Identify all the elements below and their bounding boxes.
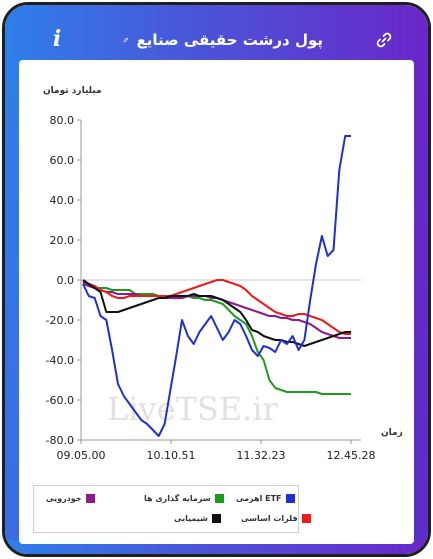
legend-item-chemical[interactable]: شیمیایی <box>174 514 221 523</box>
pencil-icon[interactable] <box>123 32 129 48</box>
y-tick-label: -60.0 <box>46 394 74 407</box>
frame-side-left <box>5 55 19 554</box>
x-tick-label: 10.10.51 <box>147 449 196 462</box>
legend-label-auto: خودرویی <box>46 494 82 503</box>
x-tick-label: 11.32.23 <box>237 449 286 462</box>
legend-item-metals[interactable]: فلزات اساسی <box>241 514 311 523</box>
legend-label-etf: ETF اهرمی <box>236 494 282 503</box>
legend-swatch-metals <box>301 514 311 523</box>
y-tick-label: -80.0 <box>46 434 74 447</box>
legend-item-auto[interactable]: خودرویی <box>46 494 95 503</box>
page-title: پول درشت حقیقی صنایع <box>136 31 323 49</box>
chart-panel: میلیارد تومان زمان LiveTSE.ir 80.0 60.0 40… <box>19 60 414 544</box>
chart-legend: ETF اهرمی سرمایه گذاری ها خودرویی فلزات … <box>33 485 311 533</box>
legend-label-investment: سرمایه گذاری ها <box>144 494 211 503</box>
line-chart: 80.0 60.0 40.0 20.0 0.0 -20.0 -40.0 -60.0 -80.0 0… <box>46 114 376 462</box>
legend-swatch-investment <box>214 494 224 503</box>
series-line-1 <box>82 283 351 395</box>
y-tick-label: 60.0 <box>50 154 75 167</box>
x-tick-label: 09.05.00 <box>57 449 106 462</box>
x-tick-label: 12.45.28 <box>327 449 376 462</box>
y-tick-label: 40.0 <box>50 194 75 207</box>
x-axis-label: زمان <box>381 428 403 438</box>
y-axis-label: میلیارد تومان <box>43 86 102 96</box>
legend-item-etf[interactable]: ETF اهرمی <box>236 494 295 503</box>
title-area: پول درشت حقیقی صنایع <box>123 27 323 53</box>
info-icon[interactable]: i <box>52 26 62 52</box>
watermark-text: LiveTSE.ir <box>107 390 278 428</box>
y-tick-label: -20.0 <box>46 314 74 327</box>
y-tick-label: 0.0 <box>57 274 75 287</box>
legend-label-chemical: شیمیایی <box>174 514 208 523</box>
series-line-4 <box>82 279 351 347</box>
legend-label-metals: فلزات اساسی <box>241 514 298 523</box>
y-tick-label: 80.0 <box>50 114 75 127</box>
legend-item-investment[interactable]: سرمایه گذاری ها <box>144 494 224 503</box>
frame-side-right <box>414 55 428 554</box>
link-icon[interactable] <box>375 31 393 49</box>
y-tick-label: -40.0 <box>46 354 74 367</box>
legend-swatch-auto <box>85 494 95 503</box>
series-line-0 <box>82 135 351 437</box>
series-line-3 <box>82 279 351 335</box>
y-tick-label: 20.0 <box>50 234 75 247</box>
legend-swatch-etf <box>285 494 295 503</box>
legend-swatch-chemical <box>211 514 221 523</box>
